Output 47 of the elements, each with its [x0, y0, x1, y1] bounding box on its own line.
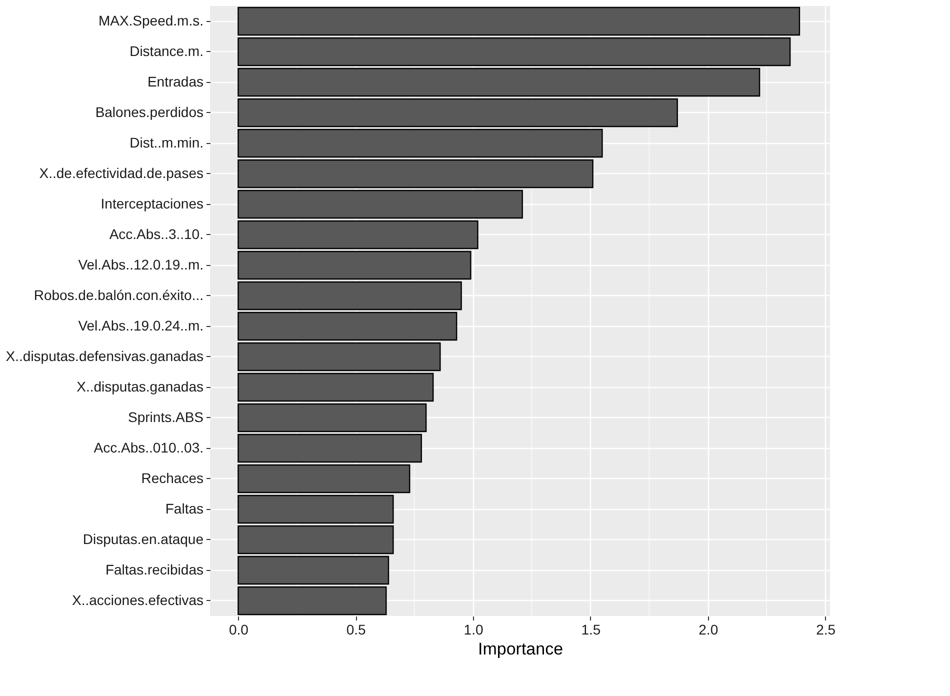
- y-tick-label: X..acciones.efectivas: [72, 592, 204, 608]
- y-tick-label: Vel.Abs..12.0.19..m.: [78, 256, 204, 272]
- x-tick-label: 0.5: [346, 622, 366, 638]
- y-tick-label: Balones.perdidos: [95, 104, 204, 120]
- y-tick-label: Faltas.recibidas: [105, 561, 204, 578]
- y-tick-label: Faltas: [165, 500, 204, 516]
- bar: [238, 190, 523, 219]
- y-tick-label: Entradas: [147, 73, 204, 90]
- y-tick-label: Acc.Abs..3..10.: [109, 226, 204, 242]
- y-tick-label: Sprints.ABS: [128, 408, 204, 425]
- bar: [238, 525, 394, 554]
- bar: [238, 250, 472, 280]
- y-tick-label: Robos.de.balón.con.éxito...: [34, 286, 204, 303]
- x-tick-label: 0.0: [228, 622, 249, 638]
- bar: [238, 494, 394, 524]
- bar: [238, 312, 458, 341]
- bar: [238, 281, 462, 310]
- y-tick-label: X..disputas.ganadas: [76, 378, 204, 394]
- bar: [238, 68, 760, 97]
- x-tick-label: 1.0: [464, 622, 484, 638]
- y-tick-label: X..de.efectividad.de.pases: [39, 164, 204, 181]
- bar: [238, 464, 410, 494]
- bar: [238, 434, 422, 463]
- y-tick-label: Acc.Abs..010..03.: [94, 439, 204, 456]
- bar: [238, 586, 387, 616]
- bar: [238, 37, 791, 66]
- y-tick-label: Rechaces: [141, 470, 204, 486]
- y-tick-label: Disputas.en.ataque: [82, 530, 204, 547]
- bar: [238, 98, 678, 128]
- y-tick-label: MAX.Speed.m.s.: [98, 12, 204, 28]
- y-tick-label: X..disputas.defensivas.ganadas: [6, 348, 204, 364]
- bar: [238, 159, 594, 188]
- bar: [238, 342, 441, 372]
- bar: [238, 128, 603, 158]
- y-tick-label: Interceptaciones: [100, 195, 204, 212]
- x-tick-label: 2.0: [698, 622, 718, 638]
- bar: [238, 372, 434, 402]
- y-tick-label: Vel.Abs..19.0.24..m.: [78, 317, 204, 334]
- bar: [238, 6, 800, 36]
- bar: [238, 403, 427, 432]
- y-tick-label: Distance.m.: [130, 42, 204, 59]
- x-tick-label: 2.5: [816, 622, 836, 638]
- bar: [238, 556, 390, 585]
- y-tick-label: Dist..m.min.: [130, 134, 204, 150]
- x-tick-label: 1.5: [581, 622, 601, 638]
- bar: [238, 220, 478, 250]
- x-axis-title: Importance: [478, 640, 564, 658]
